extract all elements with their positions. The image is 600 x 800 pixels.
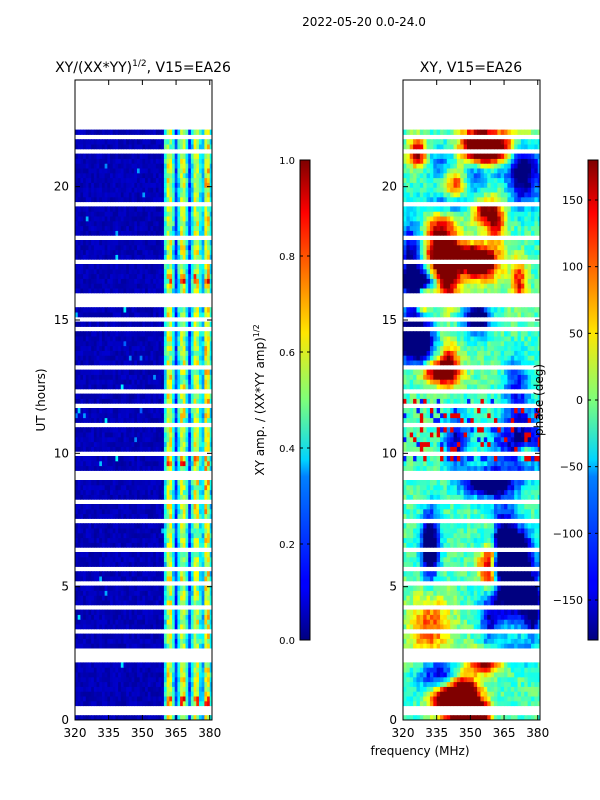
phase-xtick-label: 365 [493,726,516,740]
amplitude-ylabel: UT (hours) [34,368,48,431]
phase-xtick-label: 380 [526,726,549,740]
amplitude-xtick-label: 350 [131,726,154,740]
amplitude-heatmap [75,129,212,720]
phase-colorbar-tick-label: −50 [560,461,583,474]
amplitude-colorbar-tick-label: 0.8 [279,252,295,263]
phase-colorbar: −150 −100 −50 0 50 100 150 phase (deg) [532,159,599,641]
phase-ytick-label: 15 [382,313,397,327]
amplitude-colorbar-gradient [299,159,311,641]
amplitude-ticks: 320 335 350 365 380 0 5 10 15 20 [54,80,221,740]
amplitude-colorbar-ticks: 0.0 0.2 0.4 0.6 0.8 1.0 [279,156,310,647]
phase-xtick-label: 350 [459,726,482,740]
amplitude-panel: XY/(XX*YY)1/2, V15=EA26 320 335 350 365 380 0… [34,59,231,740]
phase-panel: XY, V15=EA26 320 335 350 365 380 0 5 10 15 20 fre… [370,60,549,758]
amplitude-colorbar-label: XY amp. / (XX*YY amp)1/2 [252,324,267,475]
phase-colorbar-tick-label: 150 [562,194,583,207]
amplitude-ytick-label: 15 [54,313,69,327]
phase-xlabel: frequency (MHz) [370,744,469,758]
phase-colorbar-ticks: −150 −100 −50 0 50 100 150 [553,194,598,607]
phase-colorbar-tick-label: 100 [562,261,583,274]
phase-colorbar-tick-label: 0 [576,394,583,407]
phase-ticks: 320 335 350 365 380 0 5 10 15 20 [382,80,549,740]
amplitude-ytick-label: 5 [61,580,69,594]
phase-xtick-label: 335 [425,726,448,740]
phase-xtick-label: 320 [392,726,415,740]
amplitude-colorbar-tick-label: 0.2 [279,540,295,551]
amplitude-axes-frame [74,79,213,721]
amplitude-colorbar-tick-label: 0.0 [279,636,295,647]
figure-suptitle: 2022-05-20 0.0-24.0 [302,15,426,29]
phase-heatmap [403,129,540,720]
phase-axes-frame [402,79,541,721]
phase-ytick-label: 20 [382,180,397,194]
amplitude-xtick-label: 320 [64,726,87,740]
amplitude-colorbar-tick-label: 1.0 [279,156,295,167]
amplitude-ytick-label: 10 [54,446,69,460]
amplitude-colorbar-tick-label: 0.6 [279,348,295,359]
phase-colorbar-tick-label: −150 [553,594,583,607]
phase-colorbar-tick-label: −100 [553,527,583,540]
phase-ytick-label: 0 [389,713,397,727]
amplitude-title: XY/(XX*YY)1/2, V15=EA26 [55,59,231,76]
phase-title: XY, V15=EA26 [420,60,522,76]
amplitude-ytick-label: 0 [61,713,69,727]
phase-ytick-label: 10 [382,446,397,460]
phase-ytick-label: 5 [389,580,397,594]
phase-colorbar-label: phase (deg) [532,364,546,436]
amplitude-colorbar: 0.0 0.2 0.4 0.6 0.8 1.0 XY amp. / (XX*YY amp)… [252,156,311,647]
amplitude-xtick-label: 335 [97,726,120,740]
amplitude-xtick-label: 365 [165,726,188,740]
amplitude-ytick-label: 20 [54,180,69,194]
phase-colorbar-tick-label: 50 [569,327,583,340]
amplitude-colorbar-tick-label: 0.4 [279,444,295,455]
amplitude-xtick-label: 380 [198,726,221,740]
